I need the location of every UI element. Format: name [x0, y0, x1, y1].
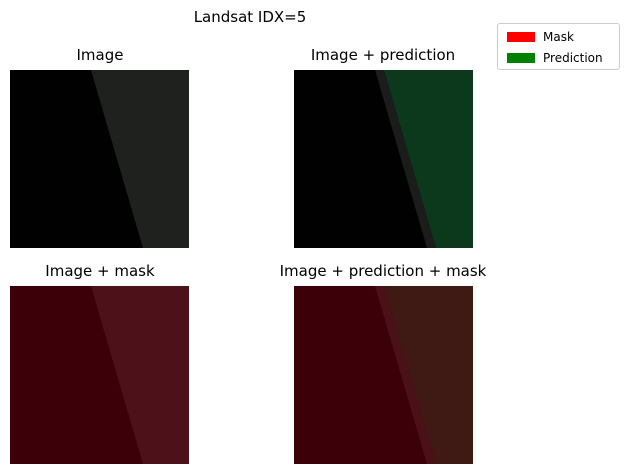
legend: Mask Prediction: [497, 23, 620, 70]
image-prediction-panel: [294, 70, 473, 248]
image-prediction-edge-band: [375, 70, 436, 248]
prediction-overlay-region: [384, 70, 473, 248]
image-prediction-mask-panel: [294, 286, 473, 464]
panel-title-image: Image: [76, 46, 124, 64]
legend-label-mask: Mask: [543, 30, 574, 44]
legend-item-prediction: Prediction: [507, 50, 603, 66]
legend-swatch-mask: [507, 32, 535, 42]
figure-title: Landsat IDX=5: [193, 8, 307, 26]
panel-title-image-prediction-mask: Image + prediction + mask: [279, 262, 487, 280]
legend-item-mask: Mask: [507, 29, 574, 45]
image-light-region: [91, 70, 189, 248]
legend-label-prediction: Prediction: [543, 51, 603, 65]
image-mask-panel: [10, 286, 189, 464]
image-mask-light-region: [91, 286, 189, 464]
image-panel: [10, 70, 189, 248]
panel-title-image-prediction: Image + prediction: [310, 46, 456, 64]
combined-edge-band: [375, 286, 436, 464]
legend-swatch-prediction: [507, 53, 535, 63]
panel-title-image-mask: Image + mask: [45, 262, 155, 280]
prediction-mask-overlay-region: [384, 286, 473, 464]
